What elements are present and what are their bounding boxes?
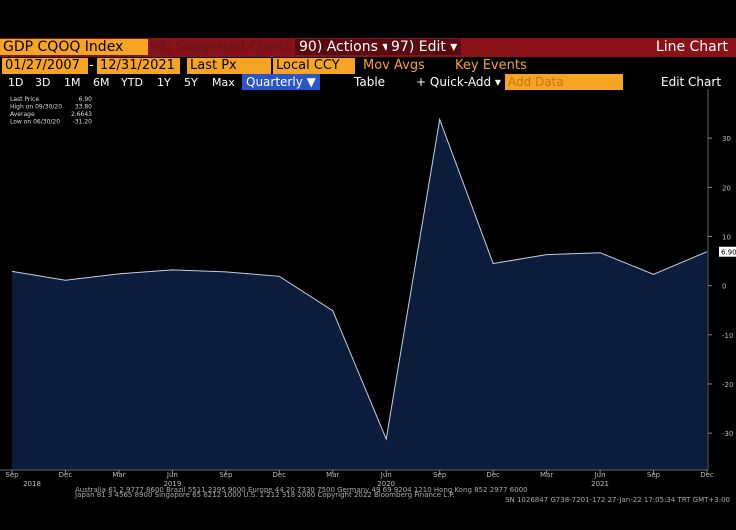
last-value: 6.90 [721, 249, 736, 257]
range-button[interactable]: YTD [121, 76, 143, 89]
x-tick-label: Dec [59, 471, 73, 479]
range-button[interactable]: 1Y [157, 76, 171, 89]
edit-chart[interactable]: Edit Chart [661, 75, 722, 89]
y-tick-label: 0 [722, 283, 726, 291]
view: Line Chart [655, 39, 728, 55]
x-tick-label: Dec [273, 471, 287, 479]
range-button[interactable]: 1D [8, 76, 24, 89]
key-events[interactable]: Key Events [455, 58, 527, 73]
field[interactable]: Last Px [187, 58, 271, 74]
x-tick-label: Dec [700, 471, 714, 479]
period[interactable]: Quarterly ▼ [242, 74, 320, 90]
footer: SN 1026847 G738-7201-172 27-Jan-22 17:05… [505, 496, 730, 504]
footer: Japan 81 3 4565 8900 Singapore 65 6212 1… [74, 491, 455, 499]
last-value-tag [719, 246, 736, 257]
start-date[interactable]: 01/27/2007 [2, 58, 88, 74]
y-tick-label: 20 [722, 184, 731, 192]
area [12, 119, 707, 471]
stat-value: 6.90 [79, 96, 93, 103]
y-tick-label: 10 [722, 233, 731, 241]
table[interactable]: Table [354, 75, 386, 89]
suggested[interactable]: 94) Suggested Charts [150, 40, 292, 55]
dash: - [89, 58, 94, 73]
y-tick-label: -10 [722, 332, 733, 340]
year-label: 2019 [163, 480, 181, 488]
footer: Australia 61 2 9777 8600 Brazil 5511 239… [75, 486, 528, 494]
y-tick-label: -30 [722, 430, 733, 438]
x-tick-label: Dec [486, 471, 500, 479]
range-button[interactable]: 5Y [184, 76, 198, 89]
stat-label: Low on 06/30/20 [10, 119, 60, 126]
actions[interactable]: 90) Actions ▾ [295, 39, 394, 55]
line [11, 117, 708, 441]
x-tick-label: Sep [5, 471, 19, 479]
year-label: 2021 [591, 480, 609, 488]
y-tick-label: 30 [722, 135, 731, 143]
year-label: 2020 [377, 480, 395, 488]
x-tick-label: Jun [166, 471, 178, 479]
x-tick-label: Mar [540, 471, 553, 479]
range-button[interactable]: Max [212, 76, 235, 89]
y-tick-label: -20 [722, 381, 733, 389]
stat-value: -31.20 [73, 119, 93, 126]
mov-avgs[interactable]: Mov Avgs [363, 58, 425, 73]
add-data[interactable]: Add Data [505, 74, 623, 90]
x-tick-label: Jun [380, 471, 392, 479]
stat-value: 2.6643 [71, 111, 92, 118]
x-tick-label: Jun [594, 471, 606, 479]
range-button[interactable]: 3D [35, 76, 51, 89]
x-tick-label: Mar [326, 471, 339, 479]
currency[interactable]: Local CCY [273, 58, 355, 74]
stat-label: Average [10, 111, 35, 118]
ticker[interactable]: GDP CQOQ Index [0, 39, 148, 55]
range-button[interactable]: 6M [93, 76, 110, 89]
stat-label: Last Price [10, 96, 39, 103]
stat-value: 33.80 [75, 104, 92, 111]
x-tick-label: Sep [647, 471, 661, 479]
edit[interactable]: 97) Edit ▾ [387, 39, 462, 55]
x-tick-label: Sep [433, 471, 447, 479]
year-label: 2018 [23, 480, 41, 488]
stat-label: High on 09/30/20 [10, 104, 62, 111]
range-button[interactable]: 1M [64, 76, 81, 89]
x-tick-label: Sep [219, 471, 233, 479]
quick-add[interactable]: + Quick-Add ▾ [416, 75, 501, 89]
end-date[interactable]: 12/31/2021 [97, 58, 180, 74]
x-tick-label: Mar [112, 471, 125, 479]
